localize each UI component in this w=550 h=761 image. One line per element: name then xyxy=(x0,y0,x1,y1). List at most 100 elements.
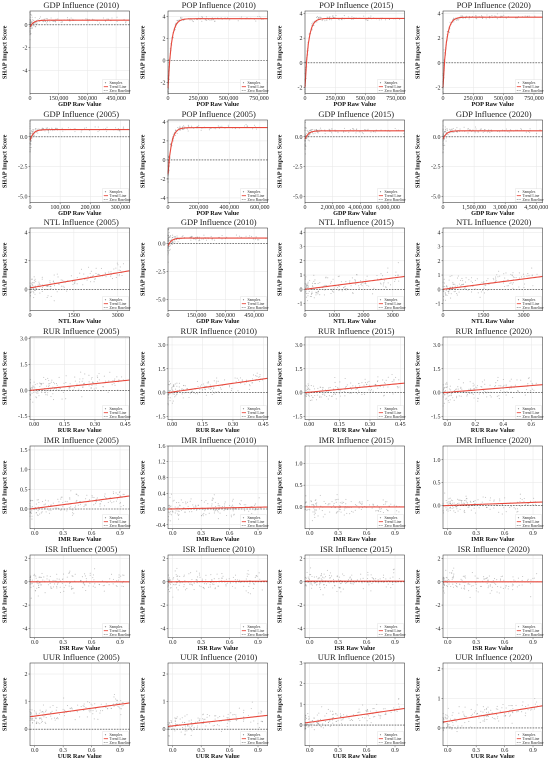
x-axis-label: IMR Raw Value xyxy=(58,536,101,543)
sample-point xyxy=(184,730,186,732)
sample-point xyxy=(45,709,47,711)
legend-samples-label: Samples xyxy=(247,624,260,628)
sample-point xyxy=(111,384,113,386)
sample-point xyxy=(362,587,364,589)
sample-point xyxy=(323,573,325,575)
sample-point xyxy=(470,585,472,587)
sample-point xyxy=(217,511,219,513)
sample-point xyxy=(482,496,484,498)
sample-point xyxy=(60,496,62,498)
sample-point xyxy=(482,575,484,577)
sample-point xyxy=(370,131,372,133)
y-tick-label: -2.5 xyxy=(156,270,165,276)
sample-point xyxy=(330,283,332,285)
sample-point xyxy=(56,583,59,585)
sample-point xyxy=(256,239,258,241)
sample-point xyxy=(308,578,311,580)
sample-point xyxy=(448,388,450,390)
sample-point xyxy=(502,379,504,381)
sample-point xyxy=(227,714,229,716)
sample-point xyxy=(499,586,501,588)
sample-point xyxy=(174,512,176,514)
legend-samples-label: Samples xyxy=(109,190,122,194)
sample-point xyxy=(372,577,375,580)
sample-point xyxy=(121,581,123,583)
sample-point xyxy=(170,388,172,390)
sample-point xyxy=(343,127,346,129)
legend-samples-marker xyxy=(517,82,519,84)
sample-point xyxy=(453,502,455,504)
x-tick-label: 1500 xyxy=(477,314,489,320)
sample-point xyxy=(44,721,46,724)
sample-point xyxy=(196,727,198,729)
sample-point xyxy=(343,287,345,289)
sample-point xyxy=(121,585,123,587)
sample-point xyxy=(212,388,214,390)
sample-point xyxy=(257,239,259,241)
sample-point xyxy=(359,720,361,722)
sample-point xyxy=(61,286,63,288)
sample-point xyxy=(202,718,205,721)
sample-point xyxy=(198,576,201,578)
legend-box xyxy=(377,623,404,637)
legend-zero-label: Zero Baseline xyxy=(247,415,268,419)
sample-point xyxy=(36,397,38,399)
sample-point xyxy=(59,591,62,593)
sample-point xyxy=(378,507,380,509)
sample-point xyxy=(71,514,74,516)
sample-point xyxy=(236,390,238,392)
sample-point xyxy=(340,281,342,283)
sample-point xyxy=(331,500,333,503)
sample-point xyxy=(332,291,334,293)
x-axis-label: IMR Raw Value xyxy=(196,536,239,543)
x-tick-label: 0.9 xyxy=(391,531,398,537)
sample-point xyxy=(503,391,505,393)
sample-point xyxy=(78,381,81,383)
sample-point xyxy=(33,710,36,712)
sample-point xyxy=(173,583,176,585)
x-axis-label: ISR Raw Value xyxy=(59,645,100,652)
x-tick-label: 0 xyxy=(304,314,307,320)
sample-point xyxy=(496,18,498,20)
sample-point xyxy=(83,583,85,585)
chart-title: UUR Influence (2005) xyxy=(42,652,120,663)
chart-title: POP Influence (2005) xyxy=(181,108,256,119)
sample-point xyxy=(221,575,224,577)
sample-point xyxy=(323,500,325,502)
sample-point xyxy=(444,383,446,385)
sample-point xyxy=(307,281,309,284)
y-tick-label: -2 xyxy=(435,603,440,609)
sample-point xyxy=(343,514,345,516)
sample-point xyxy=(501,575,503,577)
sample-point xyxy=(359,711,361,713)
x-tick-label: 0.9 xyxy=(529,531,536,537)
sample-point xyxy=(60,21,62,24)
legend-zero-label: Zero Baseline xyxy=(109,197,130,201)
legend-samples-marker xyxy=(104,734,107,736)
sample-point xyxy=(103,375,105,377)
sample-point xyxy=(209,384,211,386)
sample-point xyxy=(95,268,97,270)
sample-point xyxy=(464,499,466,501)
legend-zero-label: Zero Baseline xyxy=(247,306,268,310)
sample-point xyxy=(258,727,260,729)
x-tick-label: 4,500,000 xyxy=(524,205,548,211)
sample-point xyxy=(95,387,97,389)
sample-point xyxy=(444,579,446,581)
sample-point xyxy=(450,275,452,277)
sample-point xyxy=(443,144,445,146)
legend-samples-marker xyxy=(517,516,519,519)
sample-point xyxy=(509,274,511,276)
sample-point xyxy=(49,286,51,288)
sample-point xyxy=(533,15,535,17)
sample-point xyxy=(201,513,203,515)
sample-point xyxy=(39,723,41,725)
legend-zero-label: Zero Baseline xyxy=(522,524,543,528)
sample-point xyxy=(243,125,245,127)
chart-title: RUR Influence (2005) xyxy=(43,326,120,337)
sample-point xyxy=(456,502,458,504)
sample-point xyxy=(178,584,180,586)
sample-point xyxy=(309,399,311,402)
